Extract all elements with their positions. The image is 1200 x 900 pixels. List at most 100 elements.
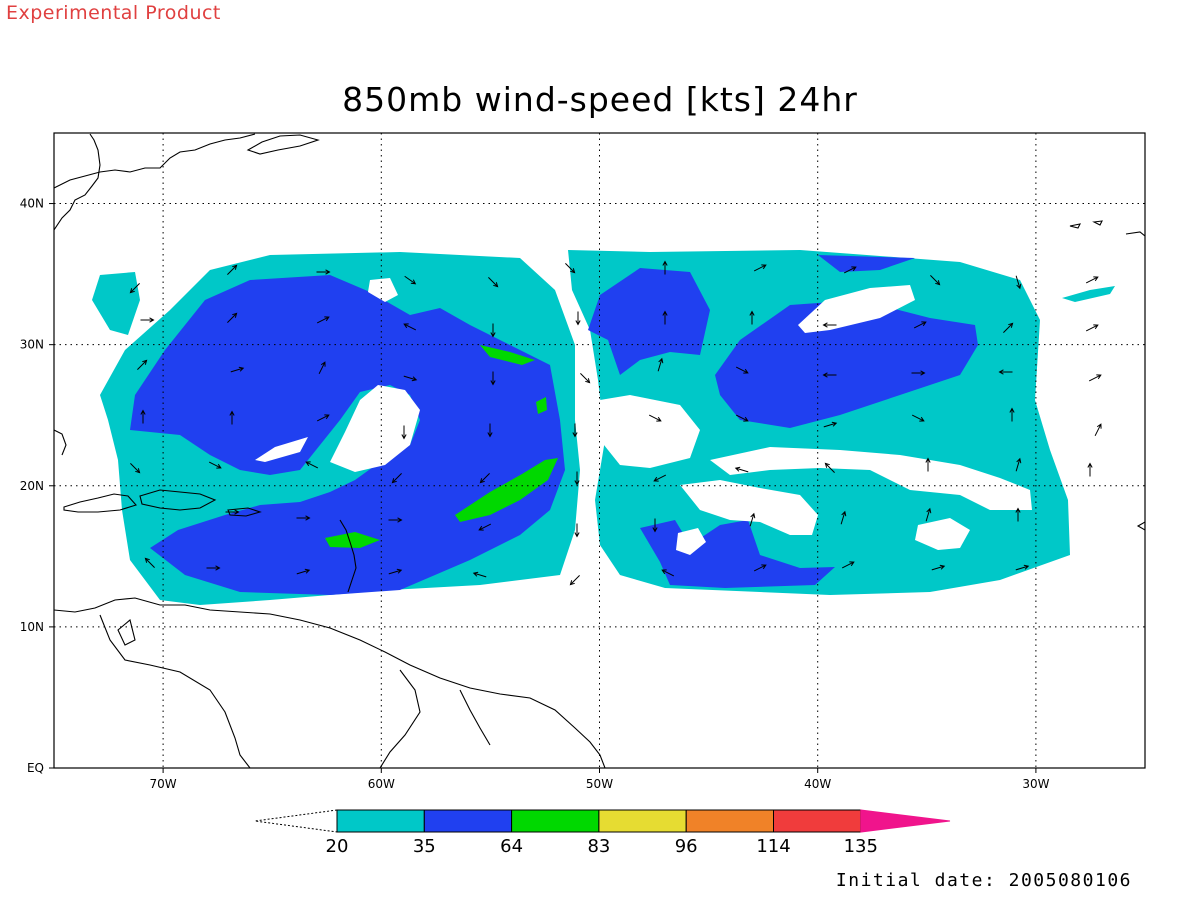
wind-arrow [749, 512, 756, 527]
wind-arrow [1009, 407, 1015, 422]
wind-arrow [472, 571, 487, 578]
wind-arrow [206, 565, 221, 571]
wind-arrow [316, 316, 330, 324]
florida-coast [54, 429, 67, 456]
wind-arrow [753, 264, 767, 272]
colorbar-over-triangle [860, 809, 951, 833]
wind-arrow [403, 375, 418, 382]
lat-label-40N: 40N [20, 197, 44, 211]
lon-label-40W: 40W [804, 777, 831, 791]
south-america-coast [54, 597, 606, 768]
calm-hole-9 [676, 528, 706, 555]
wind-arrow [1015, 457, 1022, 472]
calm-hole-6 [710, 447, 1032, 510]
north-america-coast [54, 133, 256, 189]
wind-arrow [840, 510, 847, 525]
wind-arrow [823, 421, 838, 428]
wind-arrow [208, 461, 222, 469]
wind-arrow [652, 518, 658, 533]
wind-region-35-64-south-east [640, 520, 835, 588]
wind-region-64-83-streak [455, 458, 558, 522]
south-america-interior [99, 614, 251, 768]
wind-arrow [1087, 462, 1093, 477]
puerto-rico-coast [227, 507, 262, 517]
wind-arrow [490, 323, 496, 338]
wind-arrow [1088, 374, 1102, 382]
guiana-border [379, 669, 421, 768]
africa-coast-north [1125, 231, 1145, 237]
latitude-labels: EQ 10N 20N 30N 40N [20, 197, 54, 775]
wind-arrows [129, 260, 1102, 586]
initial-date: Initial date: 2005080106 [835, 870, 1132, 891]
wind-arrow [316, 414, 330, 422]
wind-arrow [403, 323, 417, 331]
colorbar-segment-83 [598, 809, 687, 833]
colorbar-under-triangle [254, 809, 338, 833]
wind-arrow [225, 509, 240, 515]
colorbar-label-64: 64 [500, 836, 523, 857]
lon-label-60W: 60W [368, 777, 395, 791]
calm-hole-10 [546, 272, 565, 280]
colorbar-segment-114 [773, 809, 862, 833]
wind-arrow [388, 568, 403, 575]
calm-hole-7 [680, 480, 818, 535]
wind-arrow [841, 561, 855, 569]
us-east-coast [54, 133, 101, 231]
wind-arrow [391, 473, 402, 484]
venezuela-lake [117, 619, 136, 646]
wind-arrow [662, 260, 668, 275]
colorbar-label-96: 96 [675, 836, 698, 857]
coastlines [54, 133, 1145, 768]
calm-hole-2 [330, 385, 420, 472]
lon-label-50W: 50W [586, 777, 613, 791]
wind-arrow [488, 277, 499, 288]
hispaniola-coast [139, 489, 217, 511]
wind-arrow [296, 515, 311, 521]
map-gridlines [54, 133, 1145, 768]
wind-arrow [227, 312, 238, 323]
lon-label-30W: 30W [1022, 777, 1049, 791]
wind-arrow [305, 461, 319, 469]
wind-arrow [1094, 423, 1102, 437]
longitude-labels: 70W 60W 50W 40W 30W [150, 768, 1050, 791]
africa-coast-south [1136, 521, 1145, 531]
wind-arrow [998, 369, 1013, 375]
colorbar-segment-35 [423, 809, 513, 833]
wind-arrow [574, 523, 580, 538]
wind-arrow [735, 366, 749, 374]
wind-arrow [140, 409, 146, 424]
wind-arrow [230, 366, 245, 373]
lon-label-70W: 70W [150, 777, 177, 791]
wind-arrow [1085, 276, 1099, 284]
wind-region-64-83-south [325, 532, 380, 548]
wind-arrow [749, 310, 755, 325]
newfoundland-coast [246, 134, 320, 155]
wind-arrow [930, 275, 941, 286]
wind-arrow [925, 457, 931, 472]
wind-arrow [137, 359, 148, 370]
wind-arrow [822, 322, 837, 328]
wind-arrow [318, 361, 326, 375]
lat-label-30N: 30N [20, 338, 44, 352]
wind-arrow [1015, 507, 1021, 522]
wind-arrow [734, 466, 749, 473]
wind-arrow [144, 557, 155, 568]
colorbar-label-114: 114 [756, 836, 790, 857]
wind-region-35-64-north-east [588, 268, 710, 375]
lat-label-EQ: EQ [27, 761, 44, 775]
wind-region-64-83-small [536, 397, 547, 414]
wind-arrow [653, 474, 667, 482]
cuba-coast [63, 493, 137, 513]
wind-arrow [648, 414, 662, 422]
colorbar-segment-64 [511, 809, 600, 833]
wind-arrow [572, 423, 578, 438]
suriname-border [459, 689, 491, 746]
wind-arrow [490, 371, 496, 386]
wind-arrow [662, 310, 668, 325]
wind-region-35-64-east [715, 300, 978, 428]
wind-arrow [129, 283, 140, 294]
wind-arrow [843, 266, 857, 274]
wind-arrow [822, 372, 837, 378]
wind-arrow [296, 568, 311, 575]
